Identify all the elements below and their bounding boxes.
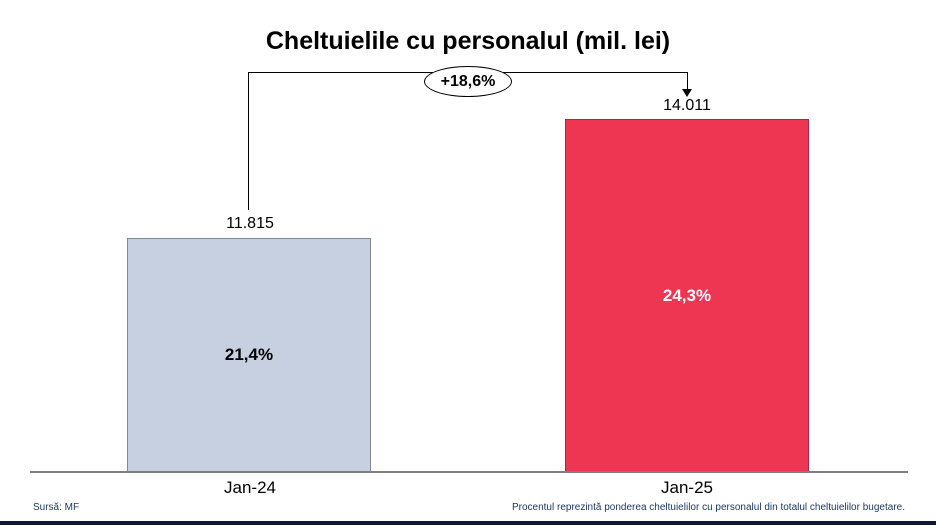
x-axis-line xyxy=(30,471,908,473)
bottom-rule xyxy=(0,521,936,525)
x-tick-label-jan25: Jan-25 xyxy=(661,478,713,497)
share-label-jan24: 21,4% xyxy=(224,345,274,364)
source-note: Sursă: MF xyxy=(33,502,80,513)
growth-connector-left-riser xyxy=(248,72,249,210)
bar-jan24: 21,4% xyxy=(127,238,371,472)
value-label-jan25: 14.011 xyxy=(663,97,711,114)
value-label-jan24: 11.815 xyxy=(226,215,274,232)
arrow-down-icon xyxy=(682,89,692,97)
growth-badge-label: +18,6% xyxy=(440,72,496,90)
bar-jan25: 24,3% xyxy=(565,119,809,472)
x-tick-label-jan24: Jan-24 xyxy=(224,478,276,497)
chart-title: Cheltuielile cu personalul (mil. lei) xyxy=(265,27,671,55)
growth-badge: +18,6% xyxy=(424,66,512,97)
share-label-jan25: 24,3% xyxy=(662,285,712,305)
footnote: Procentul reprezintă ponderea cheltuieli… xyxy=(511,502,905,513)
growth-connector-arrow-shaft xyxy=(686,72,688,89)
